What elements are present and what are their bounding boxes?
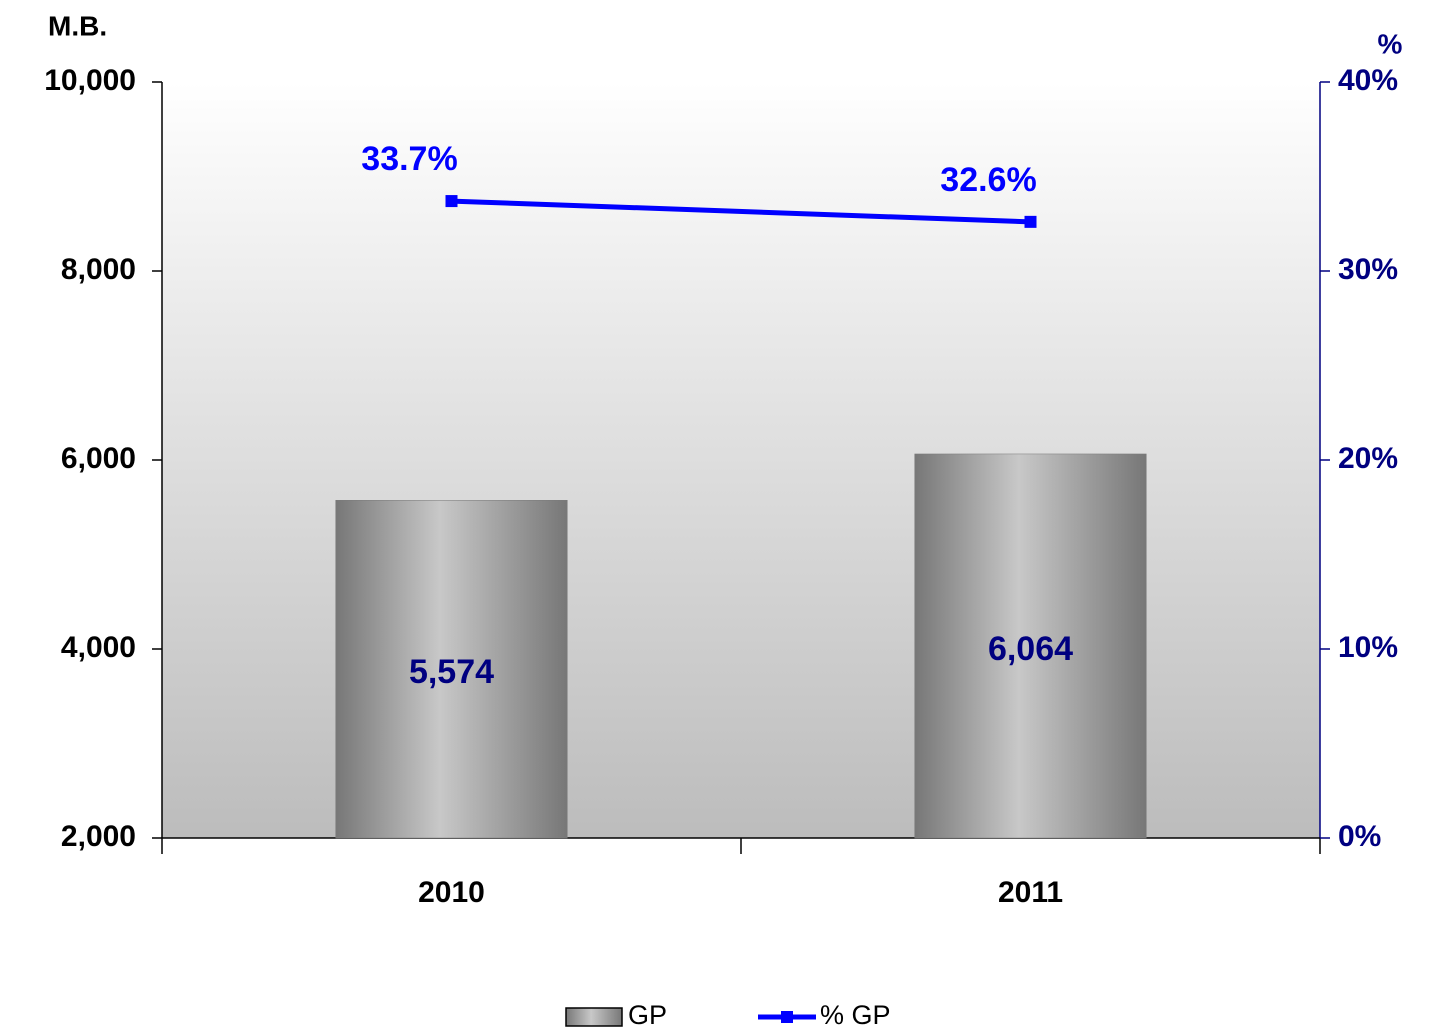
bar-value-label: 5,574 — [409, 653, 494, 691]
y2-tick-label: 0% — [1338, 820, 1381, 853]
line-value-label: 32.6% — [940, 161, 1036, 199]
y-tick-label: 6,000 — [61, 442, 136, 475]
bar — [914, 453, 1147, 839]
line-marker — [1024, 215, 1037, 228]
y-tick-label: 2,000 — [61, 820, 136, 853]
line-marker — [445, 195, 458, 208]
y2-axis-title: % — [1378, 28, 1403, 59]
line-value-label: 33.7% — [361, 140, 457, 178]
y2-tick-label: 10% — [1338, 631, 1398, 664]
legend-swatch — [565, 1007, 623, 1027]
line — [451, 198, 1031, 225]
bar — [335, 500, 568, 839]
x-tick-label: 2011 — [998, 876, 1063, 909]
y-tick-label: 4,000 — [61, 631, 136, 664]
legend-marker — [781, 1011, 793, 1023]
legend-label: GP — [628, 1000, 667, 1030]
y-tick-label: 10,000 — [44, 64, 136, 97]
y-axis-title: M.B. — [48, 10, 107, 41]
y-tick-label: 8,000 — [61, 253, 136, 286]
y2-tick-label: 20% — [1338, 442, 1398, 475]
legend-label: % GP — [820, 1000, 891, 1030]
y2-tick-label: 40% — [1338, 64, 1398, 97]
bar-value-label: 6,064 — [988, 630, 1073, 668]
x-tick-label: 2010 — [418, 876, 485, 909]
y2-tick-label: 30% — [1338, 253, 1398, 286]
